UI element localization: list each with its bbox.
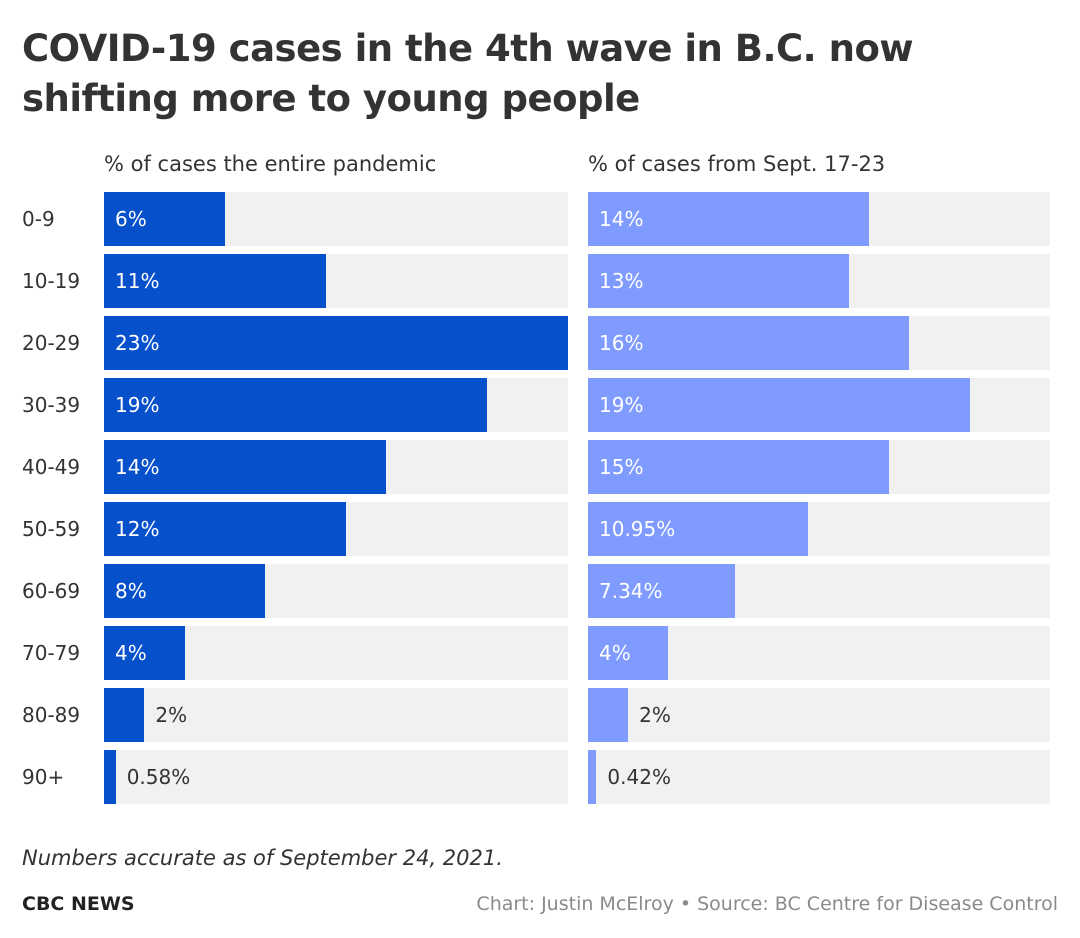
bar [588, 688, 629, 742]
data-label: 0.58% [126, 765, 191, 789]
data-label: 13% [599, 269, 644, 293]
brand-logo-text: CBC NEWS [22, 893, 135, 915]
data-label: 23% [115, 331, 160, 355]
bar-track [588, 750, 1050, 804]
data-label: 14% [115, 455, 160, 479]
data-label: 15% [599, 455, 644, 479]
data-label: 2% [639, 703, 671, 727]
chart-title: COVID-19 cases in the 4th wave in B.C. n… [22, 27, 914, 120]
category-label: 90+ [22, 765, 65, 789]
category-label: 60-69 [22, 579, 81, 603]
bar [104, 564, 266, 618]
data-label: 12% [115, 517, 160, 541]
category-label: 0-9 [22, 207, 55, 231]
data-label: 11% [115, 269, 160, 293]
bar [588, 750, 597, 804]
category-label: 40-49 [22, 455, 81, 479]
data-label: 19% [599, 393, 644, 417]
category-label: 30-39 [22, 393, 81, 417]
data-label: 2% [155, 703, 188, 727]
bar [104, 316, 568, 370]
data-label: 4% [599, 641, 631, 665]
bar [588, 502, 808, 556]
bar [104, 440, 387, 494]
bar [588, 626, 669, 680]
category-label: 80-89 [22, 703, 81, 727]
footnote: Numbers accurate as of September 24, 202… [22, 846, 503, 870]
bar-track [104, 750, 568, 804]
bar-track [104, 688, 568, 742]
data-label: 16% [599, 331, 644, 355]
category-label: 10-19 [22, 269, 81, 293]
data-label: 8% [115, 579, 147, 603]
bar [104, 750, 116, 804]
category-label: 70-79 [22, 641, 81, 665]
bar [104, 502, 347, 556]
bar [588, 378, 970, 432]
data-label: 14% [599, 207, 644, 231]
series-label: % of cases from Sept. 17-23 [588, 152, 886, 176]
data-label: 0.42% [607, 765, 671, 789]
bar [104, 254, 326, 308]
series-label: % of cases the entire pandemic [104, 152, 437, 176]
data-label: 7.34% [599, 579, 663, 603]
bar [104, 192, 225, 246]
bar-track [588, 688, 1050, 742]
data-label: 6% [115, 207, 147, 231]
bar [588, 254, 850, 308]
bar [588, 564, 736, 618]
bar [588, 316, 910, 370]
bar [588, 440, 890, 494]
data-label: 19% [115, 393, 160, 417]
data-label: 10.95% [599, 517, 676, 541]
bar [104, 378, 488, 432]
bar [588, 192, 870, 246]
category-label: 20-29 [22, 331, 81, 355]
bar [104, 688, 145, 742]
data-label: 4% [115, 641, 147, 665]
source-credit: Chart: Justin McElroy • Source: BC Centr… [476, 893, 1058, 915]
bar [104, 626, 185, 680]
category-label: 50-59 [22, 517, 81, 541]
